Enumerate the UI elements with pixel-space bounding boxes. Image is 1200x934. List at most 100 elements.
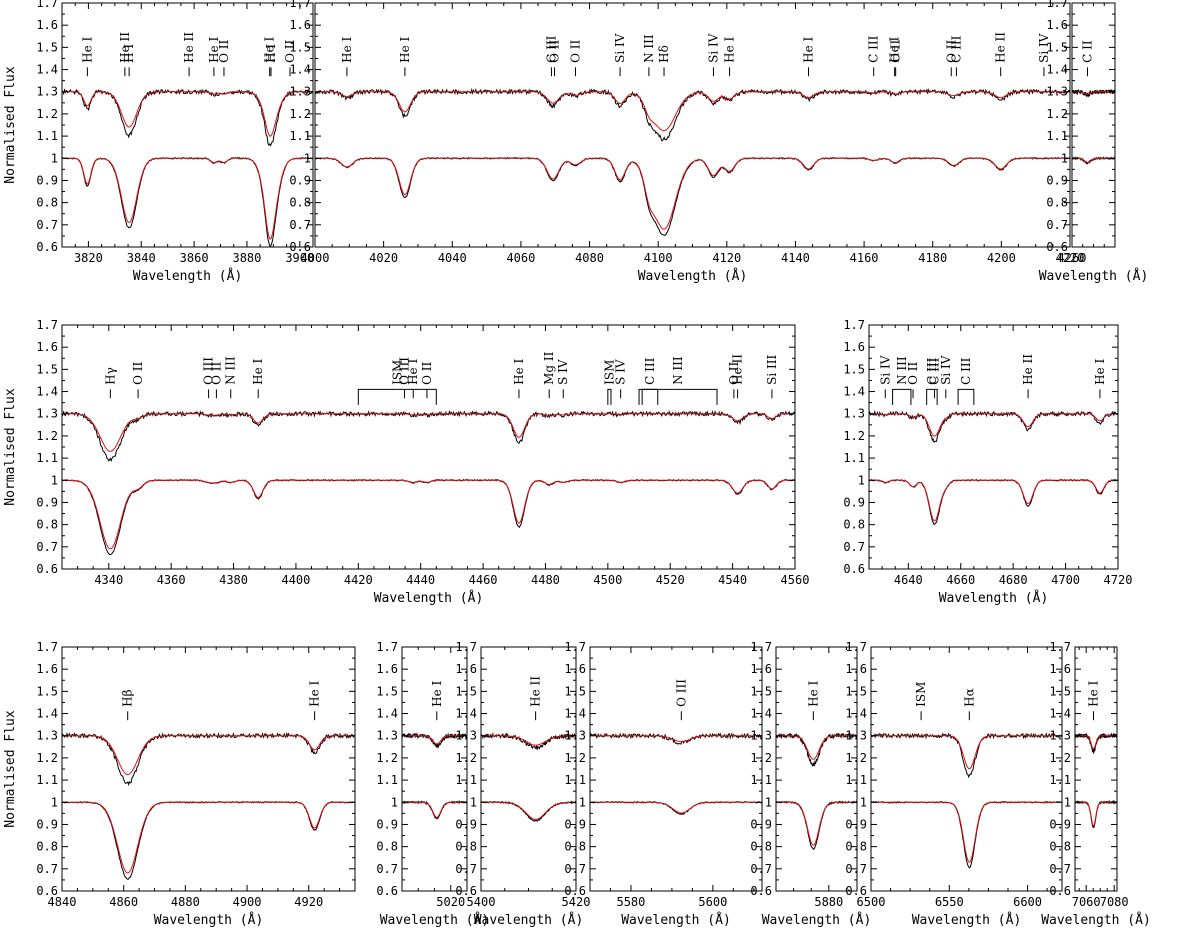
- panel-9-ytick-label: 1.1: [750, 773, 772, 787]
- panel-5-ytick-label: 1.3: [36, 729, 58, 743]
- panel-1-ytick-label: 0.9: [289, 173, 311, 187]
- panel-10-ytick-label: 0.6: [845, 884, 867, 898]
- panel-7-ytick-label: 0.6: [455, 884, 477, 898]
- panel-4-group-label: C III: [959, 357, 973, 384]
- panel-11-xtick-label: 7080: [1100, 895, 1129, 909]
- panel-6-ytick-label: 1.2: [376, 751, 398, 765]
- panel-9-ytick-label: 0.6: [750, 884, 772, 898]
- panel-1-xtick-label: 4080: [575, 251, 604, 265]
- panel-2-ytick-label: 1: [1061, 151, 1068, 165]
- panel-3-xtick-label: 4460: [469, 573, 498, 587]
- panel-0-ytick-label: 0.6: [36, 240, 58, 254]
- panel-8-xtick-label: 5600: [698, 895, 727, 909]
- panel-7-model-spectrum-lower: [481, 801, 576, 820]
- panel-11-ytick-label: 1.7: [1049, 640, 1071, 654]
- panel-0-xtick-label: 3820: [74, 251, 103, 265]
- panel-3-line-label: O III: [397, 357, 411, 385]
- panel-3-group-label: C III: [643, 357, 657, 384]
- panel-7-ytick-label: 1.6: [455, 662, 477, 676]
- panel-4-ytick-label: 1.2: [843, 429, 865, 443]
- panel-10-ytick-label: 1.2: [845, 751, 867, 765]
- panel-4-observed-spectrum-upper: [868, 409, 1119, 443]
- panel-11-ytick-label: 0.7: [1049, 862, 1071, 876]
- panel-6-model-spectrum-upper: [402, 735, 467, 745]
- panel-8-ytick-label: 0.9: [564, 817, 586, 831]
- panel-10-ytick-label: 0.7: [845, 862, 867, 876]
- panel-10-line-label: ISM: [914, 682, 928, 707]
- panel-1-line-label: He I: [723, 37, 737, 63]
- panel-3-ytick-label: 0.7: [36, 540, 58, 554]
- panel-3-line-label: O II: [209, 361, 223, 384]
- panel-0-ytick-label: 0.8: [36, 196, 58, 210]
- panel-9-ytick-label: 1.4: [750, 707, 772, 721]
- panel-6-ytick-label: 1.4: [376, 707, 398, 721]
- panel-5-ytick-label: 0.9: [36, 817, 58, 831]
- panel-1-ytick-label: 0.8: [289, 196, 311, 210]
- panel-4-group-label: N III: [895, 356, 909, 385]
- panel-1-xlabel: Wavelength (Å): [638, 268, 748, 284]
- panel-4-line-label: C III: [928, 357, 942, 384]
- panel-0-ytick-label: 1.2: [36, 107, 58, 121]
- panel-0-observed-spectrum-lower: [61, 156, 314, 248]
- panel-5-xtick-label: 4840: [48, 895, 77, 909]
- panel-5-ylabel: Normalised Flux: [3, 710, 18, 828]
- panel-8-ytick-label: 1: [579, 795, 586, 809]
- panel-3-line-label: Si III: [765, 355, 779, 385]
- panel-1-xtick-label: 4220: [1056, 251, 1085, 265]
- panel-8-ytick-label: 1.6: [564, 662, 586, 676]
- panel-1-ytick-label: 0.7: [289, 218, 311, 232]
- panel-9-xlabel: Wavelength (Å): [762, 912, 872, 928]
- panel-8-ytick-label: 1.5: [564, 684, 586, 698]
- panel-2-model-spectrum-upper: [1072, 91, 1115, 95]
- panel-10-xtick-label: 6600: [1013, 895, 1042, 909]
- panel-9-model-spectrum-upper: [776, 735, 857, 760]
- panel-6-ytick-label: 1.3: [376, 729, 398, 743]
- panel-1-ytick-label: 1: [304, 151, 311, 165]
- panel-3-line-label: He I: [512, 359, 526, 385]
- panel-8-ytick-label: 1.4: [564, 707, 586, 721]
- panel-3-xtick-label: 4420: [344, 573, 373, 587]
- panel-4-model-spectrum-upper: [869, 413, 1118, 437]
- panel-1-observed-spectrum-lower: [314, 156, 1070, 236]
- panel-1-line-label: C III: [867, 35, 881, 62]
- panel-2-ytick-label: 1.4: [1046, 63, 1068, 77]
- panel-5-observed-spectrum-upper: [61, 731, 356, 787]
- panel-2-ytick-label: 1.1: [1046, 129, 1068, 143]
- panel-3-xtick-label: 4360: [157, 573, 186, 587]
- panel-0-ytick-label: 0.7: [36, 218, 58, 232]
- panel-7-xtick-label: 5420: [562, 895, 591, 909]
- panel-1-line-label: O II: [944, 39, 958, 62]
- panel-5-ytick-label: 0.6: [36, 884, 58, 898]
- panel-0-line-label: He I: [263, 37, 277, 63]
- panel-4-ytick-label: 0.9: [843, 495, 865, 509]
- panel-3-line-label: S IV: [614, 359, 628, 385]
- panel-8-xlabel: Wavelength (Å): [621, 912, 731, 928]
- panel-2-xtick-label: 4260: [1058, 251, 1087, 265]
- panel-7-xtick-label: 5400: [467, 895, 496, 909]
- panel-6-line-label: He I: [430, 681, 444, 707]
- panel-7-observed-spectrum-lower: [480, 800, 577, 822]
- panel-6-ytick-label: 0.8: [376, 840, 398, 854]
- panel-7-ytick-label: 1.2: [455, 751, 477, 765]
- panel-4-model-spectrum-lower: [869, 479, 1118, 522]
- panel-3-frame: [61, 324, 796, 570]
- panel-9-ytick-label: 1: [765, 795, 772, 809]
- panel-5-ytick-label: 1.4: [36, 707, 58, 721]
- panel-7-ytick-label: 1.7: [455, 640, 477, 654]
- panel-9-ytick-label: 1.2: [750, 751, 772, 765]
- panel-2-ytick-label: 1.6: [1046, 18, 1068, 32]
- panel-4-ytick-label: 1.4: [843, 385, 865, 399]
- panel-0-ylabel: Normalised Flux: [3, 66, 18, 184]
- panel-3-xtick-label: 4380: [219, 573, 248, 587]
- panel-7-ytick-label: 1.5: [455, 684, 477, 698]
- panel-4-xtick-label: 4720: [1104, 573, 1133, 587]
- panel-11-line-label: He I: [1086, 681, 1100, 707]
- panel-7-ytick-label: 1.1: [455, 773, 477, 787]
- panel-4-group-bracket: [957, 388, 975, 405]
- panel-1-ytick-label: 1.4: [289, 63, 311, 77]
- panel-0-line-label: He II: [182, 32, 196, 63]
- panel-3-line-label: O III: [202, 357, 216, 385]
- panel-2-ytick-label: 1.3: [1046, 85, 1068, 99]
- panel-9-xtick-label: 5880: [814, 895, 843, 909]
